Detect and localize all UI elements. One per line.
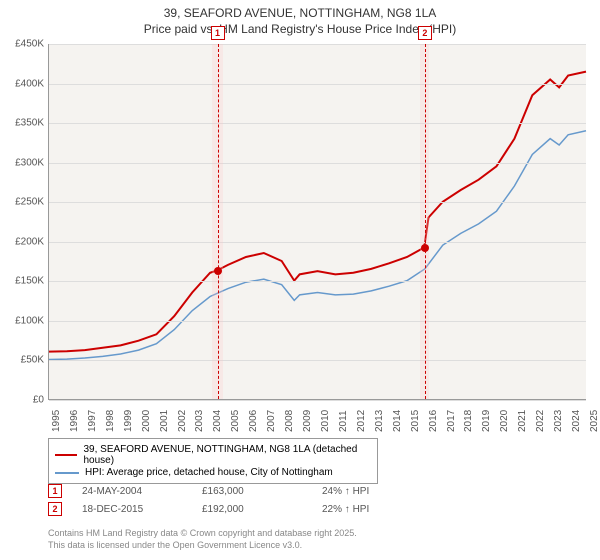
x-tick-label: 1998 — [105, 410, 116, 432]
x-tick-label: 1999 — [123, 410, 134, 432]
series-line — [49, 72, 586, 352]
x-tick-label: 2015 — [410, 410, 421, 432]
x-tick-label: 2024 — [571, 410, 582, 432]
sales-price: £163,000 — [202, 486, 302, 497]
y-tick-label: £100K — [15, 315, 44, 326]
sales-price: £192,000 — [202, 504, 302, 515]
y-tick-label: £450K — [15, 39, 44, 50]
x-tick-label: 2002 — [177, 410, 188, 432]
sale-dot — [214, 267, 222, 275]
legend-item: 39, SEAFORD AVENUE, NOTTINGHAM, NG8 1LA … — [55, 444, 371, 466]
x-tick-label: 2010 — [320, 410, 331, 432]
y-tick-label: £400K — [15, 78, 44, 89]
x-tick-label: 2005 — [230, 410, 241, 432]
sales-table: 1 24-MAY-2004 £163,000 24% ↑ HPI 2 18-DEC-201… — [48, 480, 422, 520]
x-tick-label: 2019 — [481, 410, 492, 432]
legend-label: HPI: Average price, detached house, City… — [85, 467, 333, 478]
legend: 39, SEAFORD AVENUE, NOTTINGHAM, NG8 1LA … — [48, 438, 378, 484]
y-tick-label: £300K — [15, 157, 44, 168]
series-line — [49, 131, 586, 360]
sale-marker-badge: 1 — [211, 26, 225, 40]
y-tick-label: £200K — [15, 236, 44, 247]
x-tick-label: 2001 — [159, 410, 170, 432]
x-tick-label: 2004 — [212, 410, 223, 432]
x-tick-label: 2022 — [535, 410, 546, 432]
sales-date: 24-MAY-2004 — [82, 486, 182, 497]
x-tick-label: 2021 — [517, 410, 528, 432]
sale-marker-badge: 2 — [418, 26, 432, 40]
sales-row-badge: 1 — [48, 484, 62, 498]
x-tick-label: 2003 — [194, 410, 205, 432]
footer-line-2: This data is licensed under the Open Gov… — [48, 540, 357, 552]
x-tick-label: 2007 — [266, 410, 277, 432]
sales-delta: 22% ↑ HPI — [322, 504, 422, 515]
x-tick-label: 2018 — [463, 410, 474, 432]
legend-item: HPI: Average price, detached house, City… — [55, 467, 371, 478]
footer-line-1: Contains HM Land Registry data © Crown c… — [48, 528, 357, 540]
chart-title-block: 39, SEAFORD AVENUE, NOTTINGHAM, NG8 1LA … — [0, 0, 600, 39]
y-tick-label: £150K — [15, 276, 44, 287]
x-tick-label: 1996 — [69, 410, 80, 432]
sales-row: 2 18-DEC-2015 £192,000 22% ↑ HPI — [48, 502, 422, 516]
x-tick-label: 2020 — [499, 410, 510, 432]
x-tick-label: 2025 — [589, 410, 600, 432]
y-tick-label: £250K — [15, 197, 44, 208]
x-tick-label: 2009 — [302, 410, 313, 432]
plot-area: 12 — [48, 44, 586, 400]
y-tick-label: £350K — [15, 118, 44, 129]
y-tick-label: £0 — [33, 395, 44, 406]
x-tick-label: 2023 — [553, 410, 564, 432]
sale-dot — [421, 244, 429, 252]
x-tick-label: 2000 — [141, 410, 152, 432]
sales-delta: 24% ↑ HPI — [322, 486, 422, 497]
x-tick-label: 2017 — [446, 410, 457, 432]
x-tick-label: 2008 — [284, 410, 295, 432]
legend-swatch — [55, 454, 77, 456]
x-tick-label: 1995 — [51, 410, 62, 432]
x-tick-label: 2016 — [428, 410, 439, 432]
x-tick-label: 2011 — [338, 410, 349, 432]
chart-container: 39, SEAFORD AVENUE, NOTTINGHAM, NG8 1LA … — [0, 0, 600, 560]
title-line-1: 39, SEAFORD AVENUE, NOTTINGHAM, NG8 1LA — [0, 6, 600, 22]
x-tick-label: 2012 — [356, 410, 367, 432]
y-tick-label: £50K — [21, 355, 44, 366]
legend-label: 39, SEAFORD AVENUE, NOTTINGHAM, NG8 1LA … — [83, 444, 371, 466]
sales-row: 1 24-MAY-2004 £163,000 24% ↑ HPI — [48, 484, 422, 498]
x-tick-label: 2013 — [374, 410, 385, 432]
footer: Contains HM Land Registry data © Crown c… — [48, 528, 357, 551]
legend-swatch — [55, 472, 79, 474]
plot-svg — [49, 44, 586, 399]
sales-date: 18-DEC-2015 — [82, 504, 182, 515]
title-line-2: Price paid vs. HM Land Registry's House … — [0, 22, 600, 38]
sales-row-badge: 2 — [48, 502, 62, 516]
x-tick-label: 2014 — [392, 410, 403, 432]
x-tick-label: 2006 — [248, 410, 259, 432]
x-tick-label: 1997 — [87, 410, 98, 432]
